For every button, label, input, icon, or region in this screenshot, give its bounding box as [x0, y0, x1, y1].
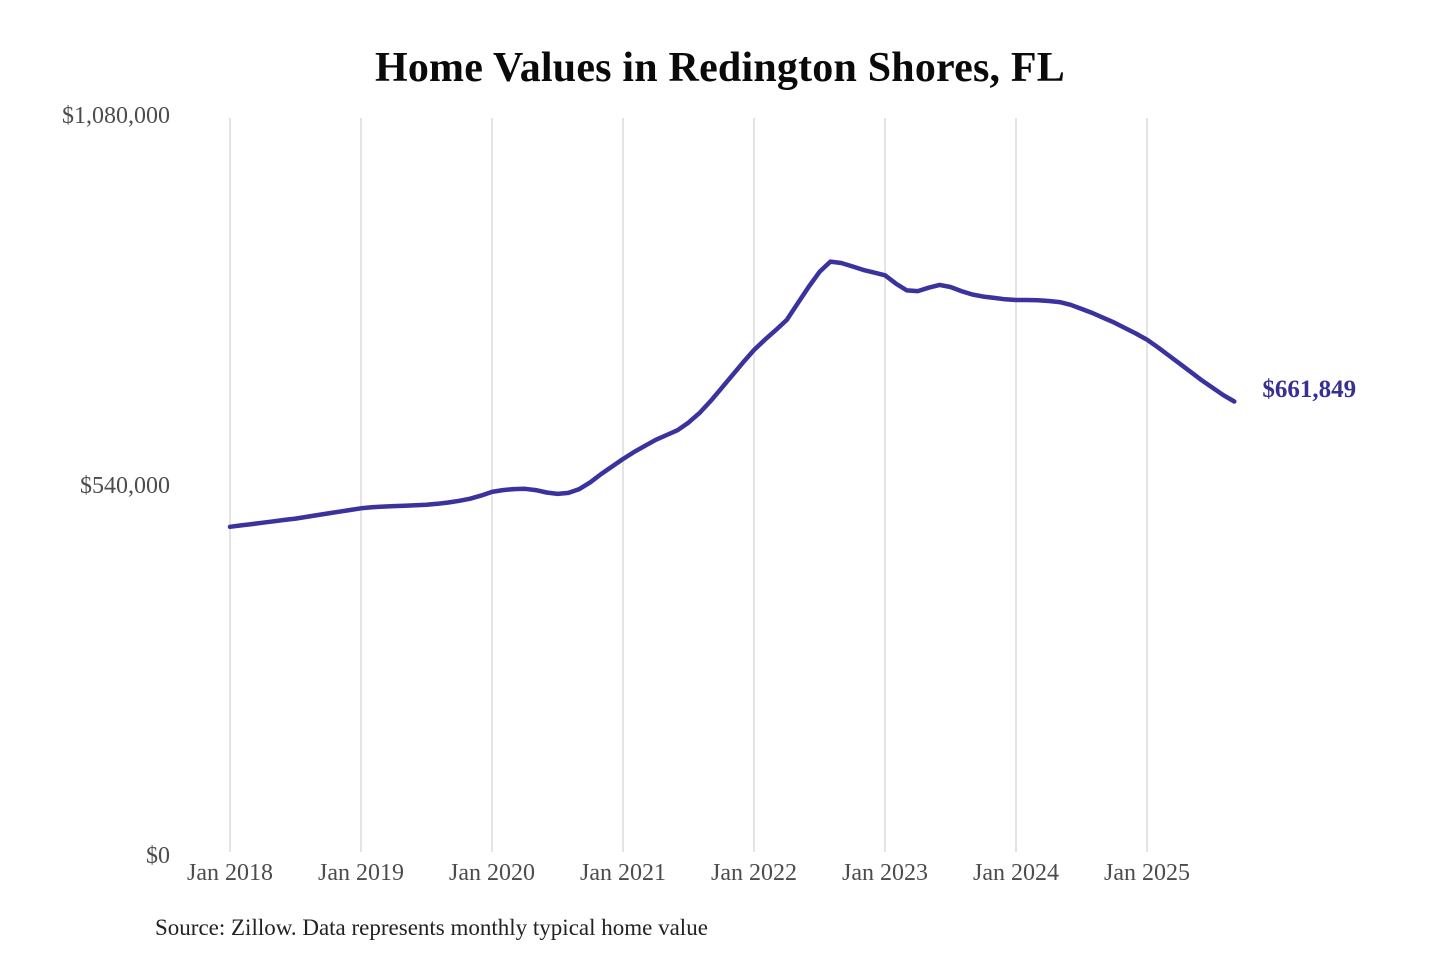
gridline-group: [229, 118, 1148, 852]
latest-value-label: $661,849: [1262, 375, 1357, 403]
y-tick-label: $1,080,000: [62, 103, 170, 129]
x-tick-label: Jan 2019: [318, 860, 404, 886]
x-axis-tick-labels: Jan 2018 Jan 2019 Jan 2020 Jan 2021 Jan 2022…: [187, 860, 1190, 886]
x-tick-label: Jan 2018: [187, 860, 273, 886]
chart-title: Home Values in Redington Shores, FL: [374, 45, 1065, 91]
home-value-line: [227, 259, 1237, 530]
source-note: Source: Zillow. Data represents monthly …: [155, 915, 708, 940]
x-tick-label: Jan 2025: [1104, 860, 1190, 886]
y-tick-label: $540,000: [80, 473, 170, 499]
x-tick-label: Jan 2022: [711, 860, 797, 886]
y-tick-label: $0: [146, 843, 170, 869]
x-tick-label: Jan 2021: [580, 860, 666, 886]
x-tick-label: Jan 2024: [973, 860, 1059, 886]
x-tick-label: Jan 2020: [449, 860, 535, 886]
x-tick-label: Jan 2023: [842, 860, 928, 886]
y-axis-tick-labels: $0 $540,000 $1,080,000: [62, 103, 170, 869]
